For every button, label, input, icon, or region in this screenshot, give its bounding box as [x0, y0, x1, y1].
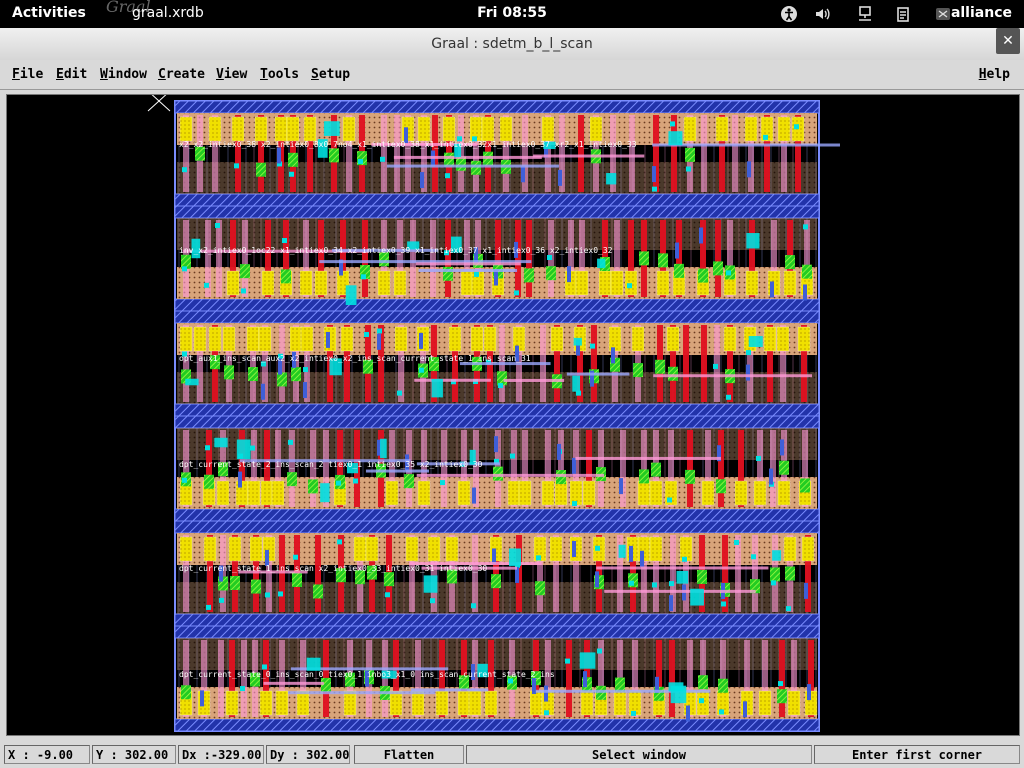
- cell-instance-label: opt_aux1_ins_scan_aux2_x2_intiex0_x2_ins…: [179, 354, 531, 363]
- activities-button[interactable]: Activities: [12, 5, 86, 21]
- menu-view[interactable]: View: [216, 67, 248, 82]
- status-dx: Dx :-329.00: [178, 745, 264, 764]
- status-dy: Dy : 302.00: [266, 745, 350, 764]
- status-prompt: Enter first corner: [814, 745, 1020, 764]
- cursor-cross-icon: [147, 95, 171, 112]
- status-x-coord: X : -9.00: [4, 745, 90, 764]
- clipboard-icon[interactable]: [894, 5, 912, 23]
- network-icon[interactable]: [856, 5, 874, 23]
- cell-instance-label: dpt_current_state_2_ins_scan_2 tiex0_1 i…: [179, 460, 483, 469]
- layout-canvas[interactable]: x2_x2_intiex0_38 x2_intiex0_8x0_7no4_x1_…: [6, 94, 1020, 736]
- menu-file[interactable]: File: [12, 67, 44, 82]
- menu-bar: File Edit Window Create View Tools Setup…: [0, 60, 1024, 90]
- user-icon[interactable]: [934, 5, 952, 23]
- cell-instance-label: inv_x2_intiex0_1oc22 x1_intiex0_34 x2_in…: [179, 246, 613, 255]
- menu-help[interactable]: Help: [978, 67, 1010, 82]
- close-button[interactable]: ✕: [996, 28, 1020, 54]
- graal-logo: Graal: [106, 0, 151, 16]
- gnome-top-bar: Activities Graal graal.xrdb Fri 08:55 al…: [0, 0, 1024, 28]
- status-action: Select window: [466, 745, 812, 764]
- user-name[interactable]: alliance: [950, 5, 1012, 21]
- status-y-coord: Y : 302.00: [92, 745, 176, 764]
- graal-window: Graal : sdetm_b_l_scan ✕ File Edit Windo…: [0, 28, 1024, 768]
- menu-tools[interactable]: Tools: [260, 67, 300, 82]
- status-bar: X : -9.00 Y : 302.00 Dx :-329.00 Dy : 30…: [0, 743, 1024, 768]
- menu-window[interactable]: Window: [100, 67, 147, 82]
- menu-setup[interactable]: Setup: [311, 67, 351, 82]
- window-titlebar[interactable]: Graal : sdetm_b_l_scan ✕: [0, 28, 1024, 61]
- clock[interactable]: Fri 08:55: [477, 5, 547, 21]
- menu-create[interactable]: Create: [158, 67, 205, 82]
- chip-layout-view[interactable]: x2_x2_intiex0_38 x2_intiex0_8x0_7no4_x1_…: [7, 95, 1019, 735]
- accessibility-icon[interactable]: [780, 5, 798, 23]
- app-menu[interactable]: Graal graal.xrdb: [106, 0, 216, 28]
- status-mode: Flatten: [354, 745, 464, 764]
- volume-icon[interactable]: [814, 5, 832, 23]
- cell-instance-label: dpt_current_state_0_ins_scan_0 tiex0_1 i…: [179, 670, 555, 679]
- cell-instance-label: x2_x2_intiex0_38 x2_intiex0_8x0_7no4_x1_…: [179, 140, 637, 149]
- window-title: Graal : sdetm_b_l_scan: [431, 36, 593, 52]
- cell-instance-label: dpt_current_state_1_ins_scan x2_intiex0_…: [179, 564, 487, 573]
- menu-edit[interactable]: Edit: [56, 67, 88, 82]
- app-name: graal.xrdb: [132, 5, 204, 21]
